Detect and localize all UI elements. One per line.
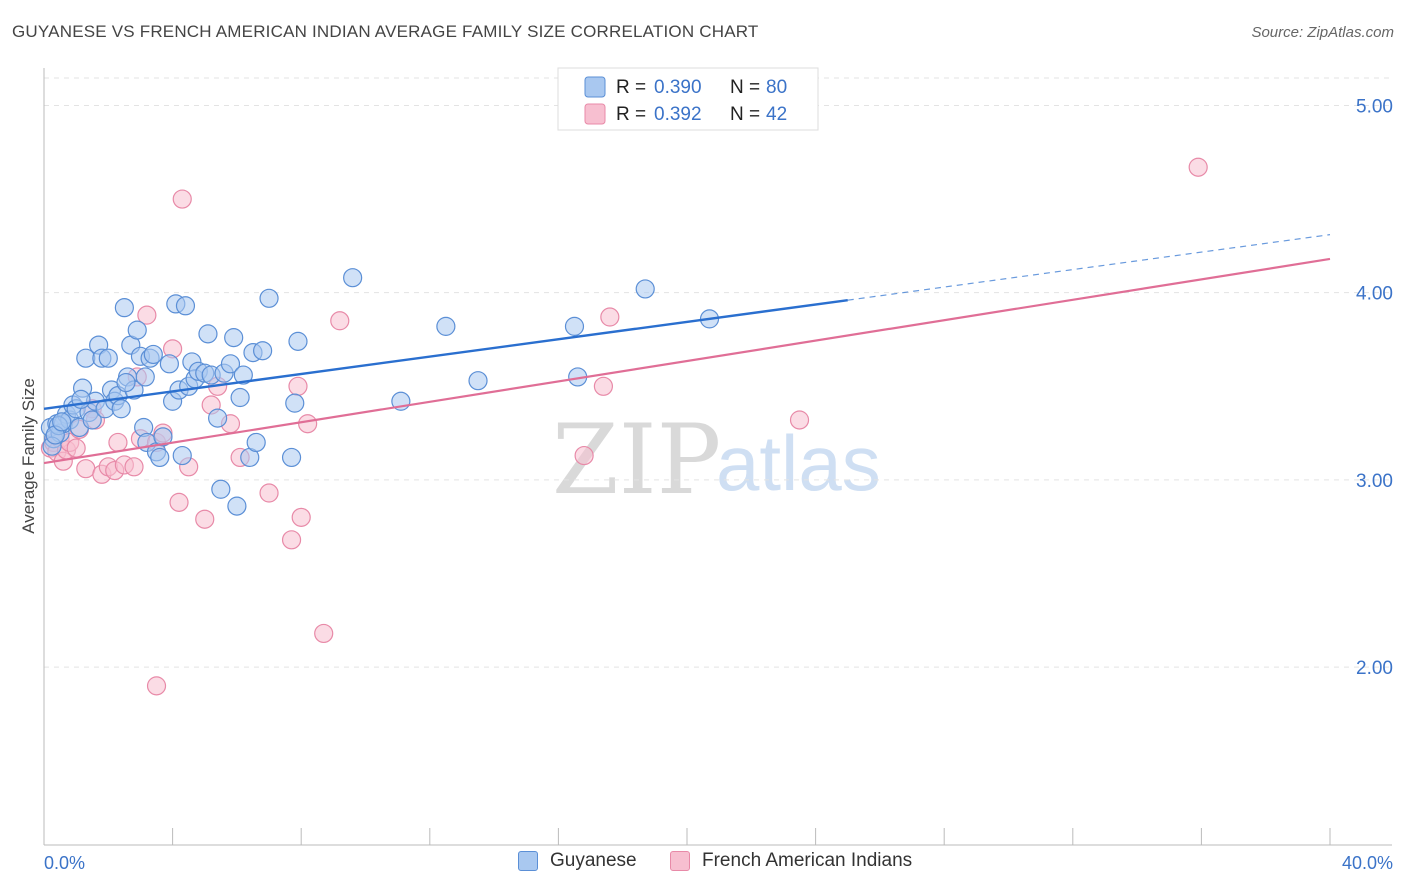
legend-n-label-1: N = <box>730 77 760 98</box>
data-point-french <box>259 483 279 503</box>
data-point-guyanese <box>233 365 253 385</box>
data-point-french <box>76 459 96 479</box>
data-point-guyanese <box>227 496 247 516</box>
data-point-guyanese <box>198 324 218 344</box>
data-point-guyanese <box>285 393 305 413</box>
data-point-guyanese <box>82 410 102 430</box>
legend-r-label-2: R = <box>616 104 646 125</box>
data-point-guyanese <box>143 344 163 365</box>
data-point-french <box>146 676 167 696</box>
data-point-guyanese <box>211 479 231 499</box>
legend-item-guyanese: Guyanese <box>518 850 637 872</box>
data-point-french <box>600 307 620 327</box>
legend-n-value-2: 42 <box>766 104 787 125</box>
legend-swatch-french-bottom <box>670 851 690 871</box>
data-point-guyanese <box>208 408 228 428</box>
data-point-guyanese <box>564 316 585 336</box>
trend-line-guyanese-extension <box>847 234 1331 301</box>
data-point-guyanese <box>436 316 456 336</box>
watermark-atlas: atlas <box>716 419 881 507</box>
data-point-guyanese <box>468 371 488 391</box>
legend-swatch-guyanese <box>584 76 606 98</box>
data-point-french <box>1188 157 1208 177</box>
data-point-french <box>288 376 308 396</box>
data-point-french <box>195 509 215 529</box>
data-point-french <box>593 376 614 396</box>
legend-r-value-1: 0.390 <box>654 77 702 98</box>
trend-lines <box>43 234 1331 465</box>
data-point-french <box>291 507 311 527</box>
data-point-guyanese <box>175 296 196 316</box>
legend-top: R = 0.390 N = 80 R = 0.392 N = 42 <box>557 67 819 131</box>
data-point-french <box>172 189 192 209</box>
trend-line-french <box>43 257 1331 465</box>
data-point-guyanese <box>172 445 192 466</box>
x-tick-label: 40.0% <box>1342 853 1393 873</box>
data-point-guyanese <box>259 288 279 308</box>
data-point-french <box>66 438 86 458</box>
chart-title: GUYANESE VS FRENCH AMERICAN INDIAN AVERA… <box>12 22 759 41</box>
data-point-french <box>298 414 318 434</box>
y-axis-label: Average Family Size <box>19 378 38 534</box>
data-point-guyanese <box>153 427 173 447</box>
data-point-guyanese <box>635 279 655 299</box>
data-point-french <box>108 432 128 453</box>
data-point-guyanese <box>220 354 241 374</box>
data-point-guyanese <box>253 341 273 361</box>
axes <box>43 68 1392 846</box>
data-point-french <box>574 445 594 466</box>
data-point-guyanese <box>127 320 147 340</box>
legend-n-label-2: N = <box>730 104 760 125</box>
data-point-guyanese <box>343 268 363 288</box>
data-point-french <box>137 305 157 325</box>
legend-r-value-2: 0.392 <box>654 104 702 125</box>
data-point-french <box>789 410 810 430</box>
data-point-guyanese <box>246 432 266 453</box>
data-point-french <box>330 311 350 331</box>
data-point-guyanese <box>135 367 155 387</box>
data-point-french <box>314 623 334 644</box>
source-credit: Source: ZipAtlas.com <box>1251 24 1394 41</box>
legend-swatch-french <box>584 103 606 125</box>
data-point-french <box>281 530 302 550</box>
data-point-guyanese <box>52 412 72 432</box>
legend-n-value-1: 80 <box>766 77 787 98</box>
x-tick-labels: 0.0% 40.0% <box>44 853 1393 873</box>
legend-r-label-1: R = <box>616 77 646 98</box>
data-point-guyanese <box>281 447 302 468</box>
legend-swatch-guyanese-bottom <box>518 851 538 871</box>
data-point-french <box>124 457 144 477</box>
data-point-guyanese <box>150 447 170 468</box>
x-tick-label: 0.0% <box>44 853 85 873</box>
legend-item-french: French American Indians <box>670 850 912 872</box>
y-tick-label: 4.00 <box>1356 284 1393 305</box>
data-point-guyanese <box>98 348 118 368</box>
data-point-guyanese <box>114 298 134 318</box>
data-point-guyanese <box>116 372 136 393</box>
data-point-guyanese <box>224 328 244 348</box>
data-point-guyanese <box>230 387 250 408</box>
trend-line-guyanese <box>43 298 848 410</box>
y-tick-label: 2.00 <box>1356 658 1393 679</box>
legend-label-guyanese: Guyanese <box>550 850 637 871</box>
legend-bottom: Guyanese French American Indians <box>0 850 1406 880</box>
legend-label-french: French American Indians <box>702 850 913 871</box>
data-point-guyanese <box>159 354 179 374</box>
data-point-guyanese <box>111 399 131 419</box>
y-tick-label: 3.00 <box>1356 471 1393 492</box>
y-tick-label: 5.00 <box>1356 96 1393 117</box>
y-tick-labels: 2.00 3.00 4.00 5.00 <box>1356 96 1393 679</box>
data-point-french <box>169 492 189 512</box>
data-point-guyanese <box>288 331 308 351</box>
